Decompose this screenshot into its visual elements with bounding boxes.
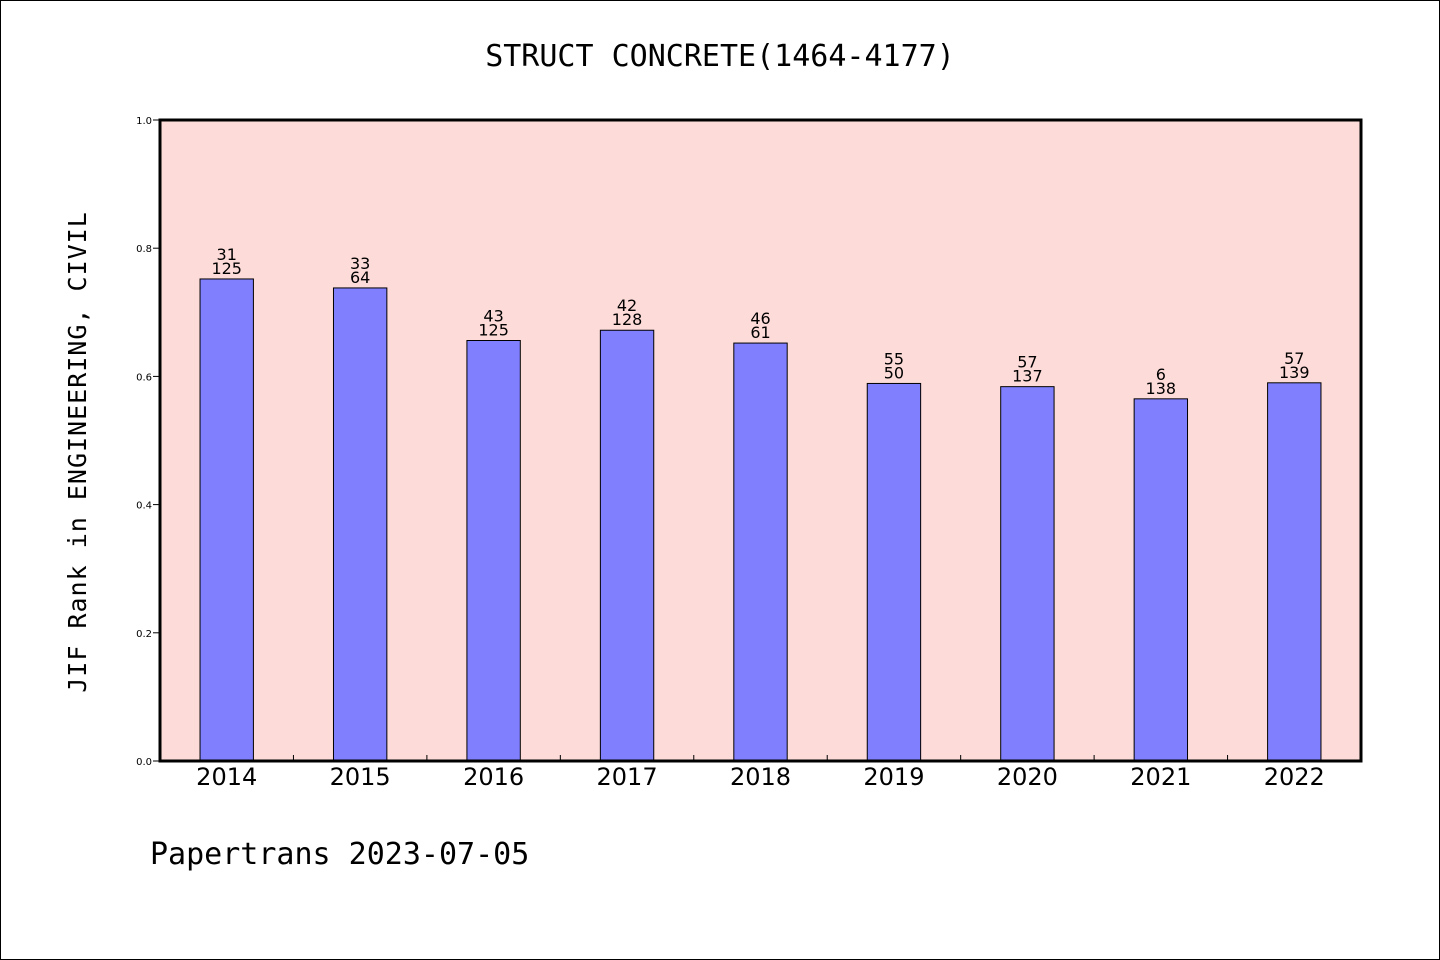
bar-label-bottom: 125: [478, 321, 509, 340]
plot-frame: [158, 118, 1363, 763]
x-tick-label: 2022: [1264, 763, 1325, 791]
bar-label-bottom: 64: [350, 268, 370, 287]
bar-label-bottom: 138: [1146, 379, 1177, 398]
x-tick-label: 2017: [597, 763, 658, 791]
x-tick-label: 2016: [463, 763, 524, 791]
bar-label-top: 46: [750, 309, 770, 328]
bar-label-bottom: 137: [1012, 367, 1043, 386]
bar-2021: [1133, 398, 1189, 762]
bar-label-top: 42: [617, 296, 637, 315]
footer-watermark: Papertrans 2023-07-05: [150, 837, 529, 872]
bar-label-bottom: 128: [612, 310, 643, 329]
bar-2019: [866, 382, 922, 762]
y-tick-label: 0.2: [136, 629, 152, 640]
bar-2015: [332, 287, 388, 762]
y-tick-label: 0.6: [136, 372, 152, 383]
bar-label-top: 6: [1156, 365, 1166, 384]
bar-2016: [466, 340, 521, 762]
y-tick-label: 0.8: [136, 244, 152, 255]
y-tick-label: 0.4: [136, 501, 152, 512]
bar-2014: [199, 278, 254, 762]
bar-label-bottom: 61: [750, 323, 770, 342]
x-tick-label: 2020: [997, 763, 1058, 791]
y-tick-label: 0.0: [136, 757, 152, 768]
bar-label-top: 43: [483, 307, 503, 326]
bar-label-top: 31: [217, 245, 237, 264]
x-tick-label: 2018: [730, 763, 791, 791]
x-tick-label: 2021: [1130, 763, 1191, 791]
x-tick-label: 2019: [863, 763, 924, 791]
bar-2017: [599, 329, 655, 762]
bar-2022: [1267, 382, 1322, 762]
bar-2018: [733, 342, 788, 762]
bar-label-top: 33: [350, 254, 370, 273]
bar-label-top: 55: [884, 349, 904, 368]
bar-2020: [1000, 386, 1055, 762]
x-tick-label: 2015: [330, 763, 391, 791]
axis-ticks: 0.0 0.2 0.4 0.6 0.8 1.0 2014 2015 2016 2017 2018 20…: [136, 116, 1325, 791]
y-tick-label: 1.0: [136, 116, 152, 127]
bar-label-bottom: 50: [884, 363, 904, 382]
bar-label-bottom: 139: [1279, 363, 1310, 382]
bar-label-top: 57: [1017, 353, 1037, 372]
y-axis-label: JIF Rank in ENGINEERING, CIVIL: [63, 211, 92, 693]
x-tick-label: 2014: [196, 763, 257, 791]
bar-label-bottom: 125: [211, 259, 242, 278]
chart-title: STRUCT CONCRETE(1464-4177): [485, 39, 955, 74]
bar-label-top: 57: [1284, 349, 1304, 368]
